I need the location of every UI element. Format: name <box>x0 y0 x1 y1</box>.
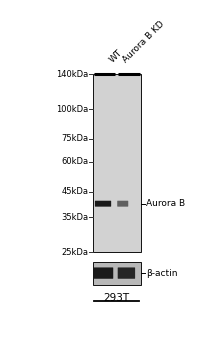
Text: 140kDa: 140kDa <box>56 70 89 79</box>
Text: 25kDa: 25kDa <box>62 248 89 257</box>
FancyBboxPatch shape <box>117 201 128 206</box>
Text: 35kDa: 35kDa <box>61 213 89 222</box>
Text: 293T: 293T <box>104 293 130 303</box>
FancyBboxPatch shape <box>118 267 135 279</box>
Bar <box>93 262 141 285</box>
Text: Aurora B: Aurora B <box>146 199 185 208</box>
Text: 100kDa: 100kDa <box>56 105 89 114</box>
Text: 45kDa: 45kDa <box>62 187 89 196</box>
Text: WT: WT <box>108 48 124 65</box>
Bar <box>93 74 141 252</box>
FancyBboxPatch shape <box>95 201 111 206</box>
Text: 75kDa: 75kDa <box>61 134 89 143</box>
Text: β-actin: β-actin <box>146 268 178 278</box>
Text: 60kDa: 60kDa <box>61 157 89 166</box>
Text: Aurora B KD: Aurora B KD <box>121 20 166 65</box>
FancyBboxPatch shape <box>94 267 113 279</box>
